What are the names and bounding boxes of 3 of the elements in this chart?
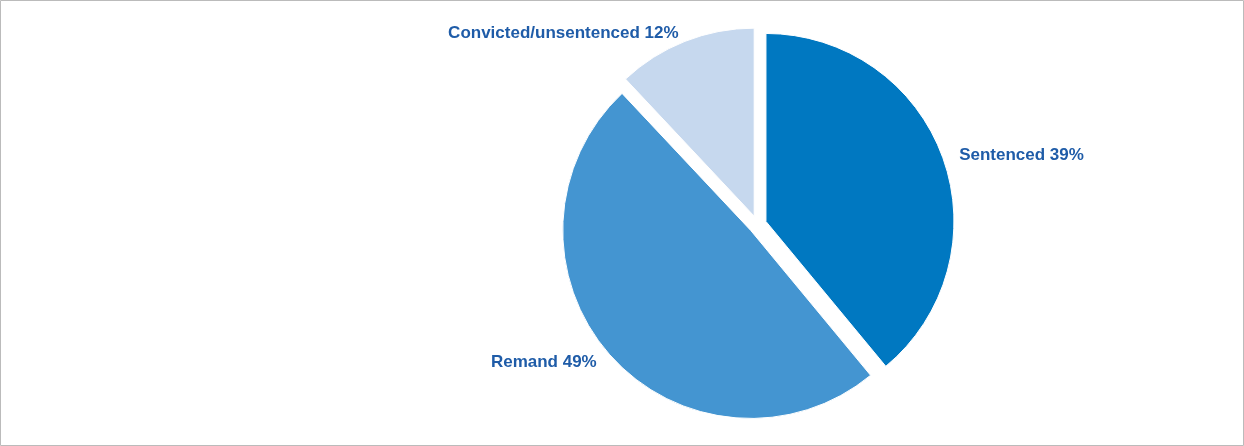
slice-label: Remand 49% — [490, 351, 597, 371]
slice-label: Sentenced 39% — [959, 144, 1084, 164]
slice-label: Convicted/unsentenced 12% — [448, 22, 679, 42]
